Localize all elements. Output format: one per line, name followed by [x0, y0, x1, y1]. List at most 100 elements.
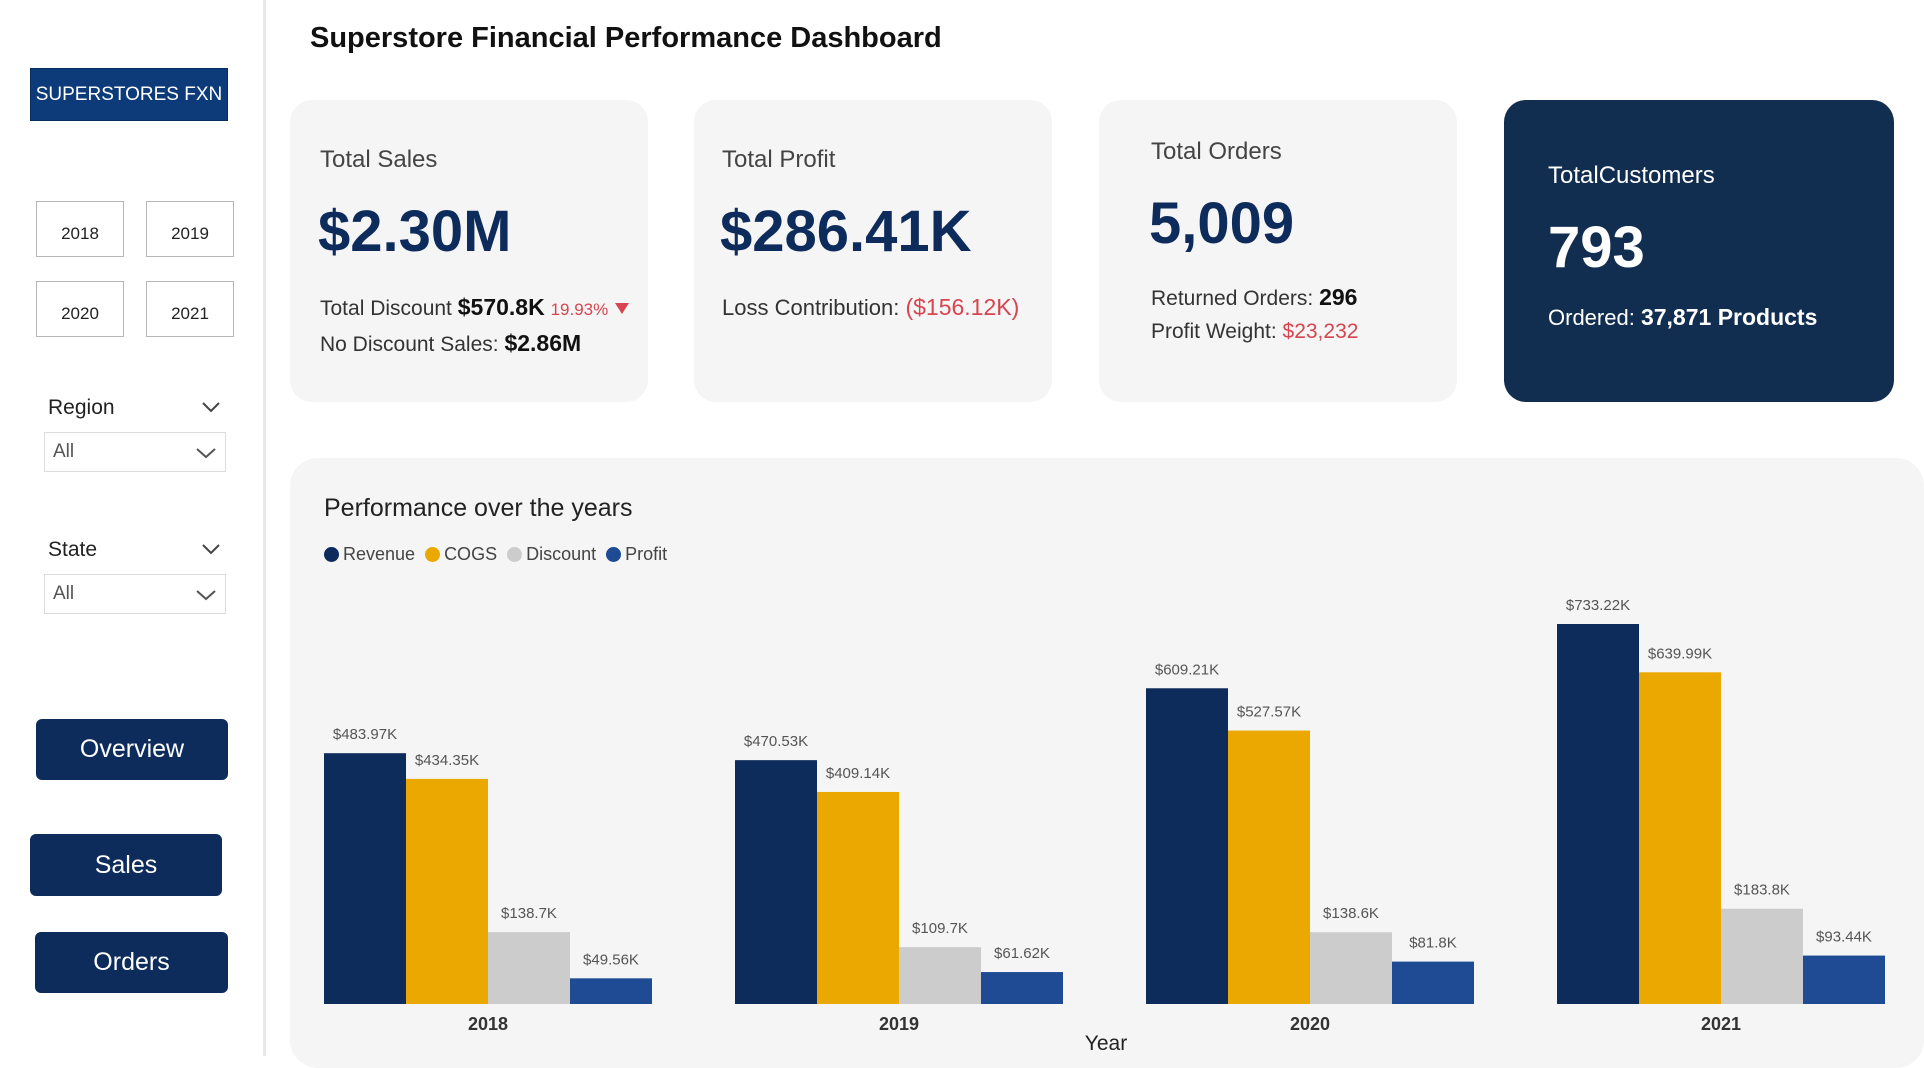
legend-label: Revenue	[343, 544, 416, 564]
data-label: $109.7K	[912, 920, 968, 937]
bar-revenue-2019[interactable]	[735, 760, 817, 1004]
bar-profit-2019[interactable]	[981, 972, 1063, 1004]
year-filter-2019[interactable]: 2019	[146, 201, 234, 257]
returned-label: Returned Orders:	[1151, 287, 1314, 310]
weight-label: Profit Weight:	[1151, 320, 1277, 343]
data-label: $609.21K	[1155, 661, 1219, 678]
brand-logo: SUPERSTORES FXN	[30, 68, 228, 121]
bar-revenue-2021[interactable]	[1557, 624, 1639, 1004]
bar-profit-2018[interactable]	[570, 978, 652, 1004]
bar-discount-2021[interactable]	[1721, 908, 1803, 1004]
card-value: $2.30M	[318, 199, 512, 264]
x-tick-label: 2020	[1290, 1014, 1330, 1034]
no-discount-line: No Discount Sales: $2.86M	[320, 330, 581, 357]
sidebar: SUPERSTORES FXN 2018 2019 2020 2021 Regi…	[0, 0, 266, 1056]
bar-cogs-2020[interactable]	[1228, 730, 1310, 1004]
data-label: $470.53K	[744, 733, 808, 750]
bar-cogs-2021[interactable]	[1639, 672, 1721, 1004]
card-label: Total Sales	[320, 146, 438, 173]
chart-title: Performance over the years	[324, 494, 633, 522]
data-label: $138.6K	[1323, 905, 1379, 922]
data-label: $434.35K	[415, 752, 479, 769]
x-tick-label: 2018	[468, 1014, 508, 1034]
page-title: Superstore Financial Performance Dashboa…	[310, 22, 942, 54]
card-value: 793	[1548, 215, 1645, 280]
state-slicer-title: State	[48, 538, 98, 561]
chevron-down-icon	[196, 590, 216, 601]
discount-value: $570.8K	[457, 294, 545, 320]
total-sales-card: Total Sales $2.30M Total Discount $570.8…	[290, 100, 648, 402]
x-tick-label: 2021	[1701, 1014, 1741, 1034]
loss-label: Loss Contribution:	[722, 295, 900, 320]
bar-discount-2018[interactable]	[488, 932, 570, 1004]
data-label: $733.22K	[1566, 597, 1630, 614]
profit-weight-line: Profit Weight: $23,232	[1151, 320, 1358, 344]
legend-dot	[606, 547, 622, 562]
region-dropdown[interactable]: All	[44, 432, 226, 472]
year-filter-2020[interactable]: 2020	[36, 281, 124, 337]
card-value: 5,009	[1149, 191, 1295, 256]
total-profit-card: Total Profit $286.41K Loss Contribution:…	[694, 100, 1052, 402]
data-label: $409.14K	[826, 765, 890, 782]
data-label: $639.99K	[1648, 645, 1712, 662]
overview-button[interactable]: Overview	[36, 719, 228, 780]
state-dropdown[interactable]: All	[44, 574, 226, 614]
orders-button[interactable]: Orders	[35, 932, 228, 993]
chevron-down-icon[interactable]	[200, 538, 222, 560]
bar-cogs-2018[interactable]	[406, 778, 488, 1004]
x-tick-label: 2019	[879, 1014, 919, 1034]
down-triangle-icon	[615, 303, 630, 314]
bar-profit-2020[interactable]	[1392, 961, 1474, 1004]
weight-value: $23,232	[1282, 320, 1359, 343]
returned-orders-line: Returned Orders: 296	[1151, 284, 1357, 311]
card-label: TotalCustomers	[1548, 162, 1715, 189]
data-label: $81.8K	[1409, 935, 1457, 952]
loss-value: ($156.12K)	[905, 294, 1020, 320]
data-label: $138.7K	[501, 905, 557, 922]
no-discount-label: No Discount Sales:	[320, 333, 499, 356]
data-label: $61.62K	[994, 945, 1050, 962]
total-customers-card: TotalCustomers 793 Ordered: 37,871 Produ…	[1504, 100, 1894, 402]
legend-dot	[425, 547, 441, 562]
bar-revenue-2018[interactable]	[324, 753, 406, 1004]
card-value: $286.41K	[720, 199, 972, 264]
data-label: $483.97K	[333, 726, 397, 743]
discount-label: Total Discount	[320, 297, 452, 320]
year-filter-2021[interactable]: 2021	[146, 281, 234, 337]
bar-cogs-2019[interactable]	[817, 791, 899, 1004]
region-slicer-title: Region	[48, 396, 115, 419]
bar-discount-2019[interactable]	[899, 947, 981, 1004]
legend-item-discount[interactable]: Discount	[507, 544, 596, 565]
returned-value: 296	[1319, 284, 1358, 310]
loss-contribution-line: Loss Contribution: ($156.12K)	[722, 294, 1019, 321]
legend-item-cogs[interactable]: COGS	[425, 544, 497, 565]
legend-label: Profit	[625, 544, 668, 564]
total-discount-line: Total Discount $570.8K 19.93%	[320, 294, 630, 321]
total-orders-card: Total Orders 5,009 Returned Orders: 296 …	[1099, 100, 1457, 402]
state-dropdown-value: All	[53, 583, 75, 604]
legend-item-profit[interactable]: Profit	[606, 544, 667, 565]
ordered-label: Ordered:	[1548, 305, 1635, 330]
data-label: $183.8K	[1734, 882, 1790, 899]
chart-legend: Revenue COGS Discount Profit	[324, 544, 667, 565]
bar-discount-2020[interactable]	[1310, 932, 1392, 1004]
discount-percent: 19.93%	[550, 300, 609, 319]
legend-label: COGS	[444, 544, 498, 564]
year-filter-2018[interactable]: 2018	[36, 201, 124, 257]
card-label: Total Profit	[722, 146, 836, 173]
ordered-products-line: Ordered: 37,871 Products	[1548, 304, 1817, 331]
bar-revenue-2020[interactable]	[1146, 688, 1228, 1004]
x-axis-title: Year	[1085, 1032, 1127, 1055]
legend-item-revenue[interactable]: Revenue	[324, 544, 415, 565]
bar-profit-2021[interactable]	[1803, 955, 1885, 1004]
card-label: Total Orders	[1151, 138, 1282, 165]
legend-dot	[324, 547, 339, 562]
data-label: $93.44K	[1816, 929, 1872, 946]
legend-dot	[507, 547, 523, 562]
chevron-down-icon[interactable]	[200, 396, 222, 418]
sales-button[interactable]: Sales	[30, 834, 222, 896]
data-label: $527.57K	[1237, 704, 1301, 721]
region-dropdown-value: All	[53, 441, 75, 462]
no-discount-value: $2.86M	[504, 330, 582, 356]
